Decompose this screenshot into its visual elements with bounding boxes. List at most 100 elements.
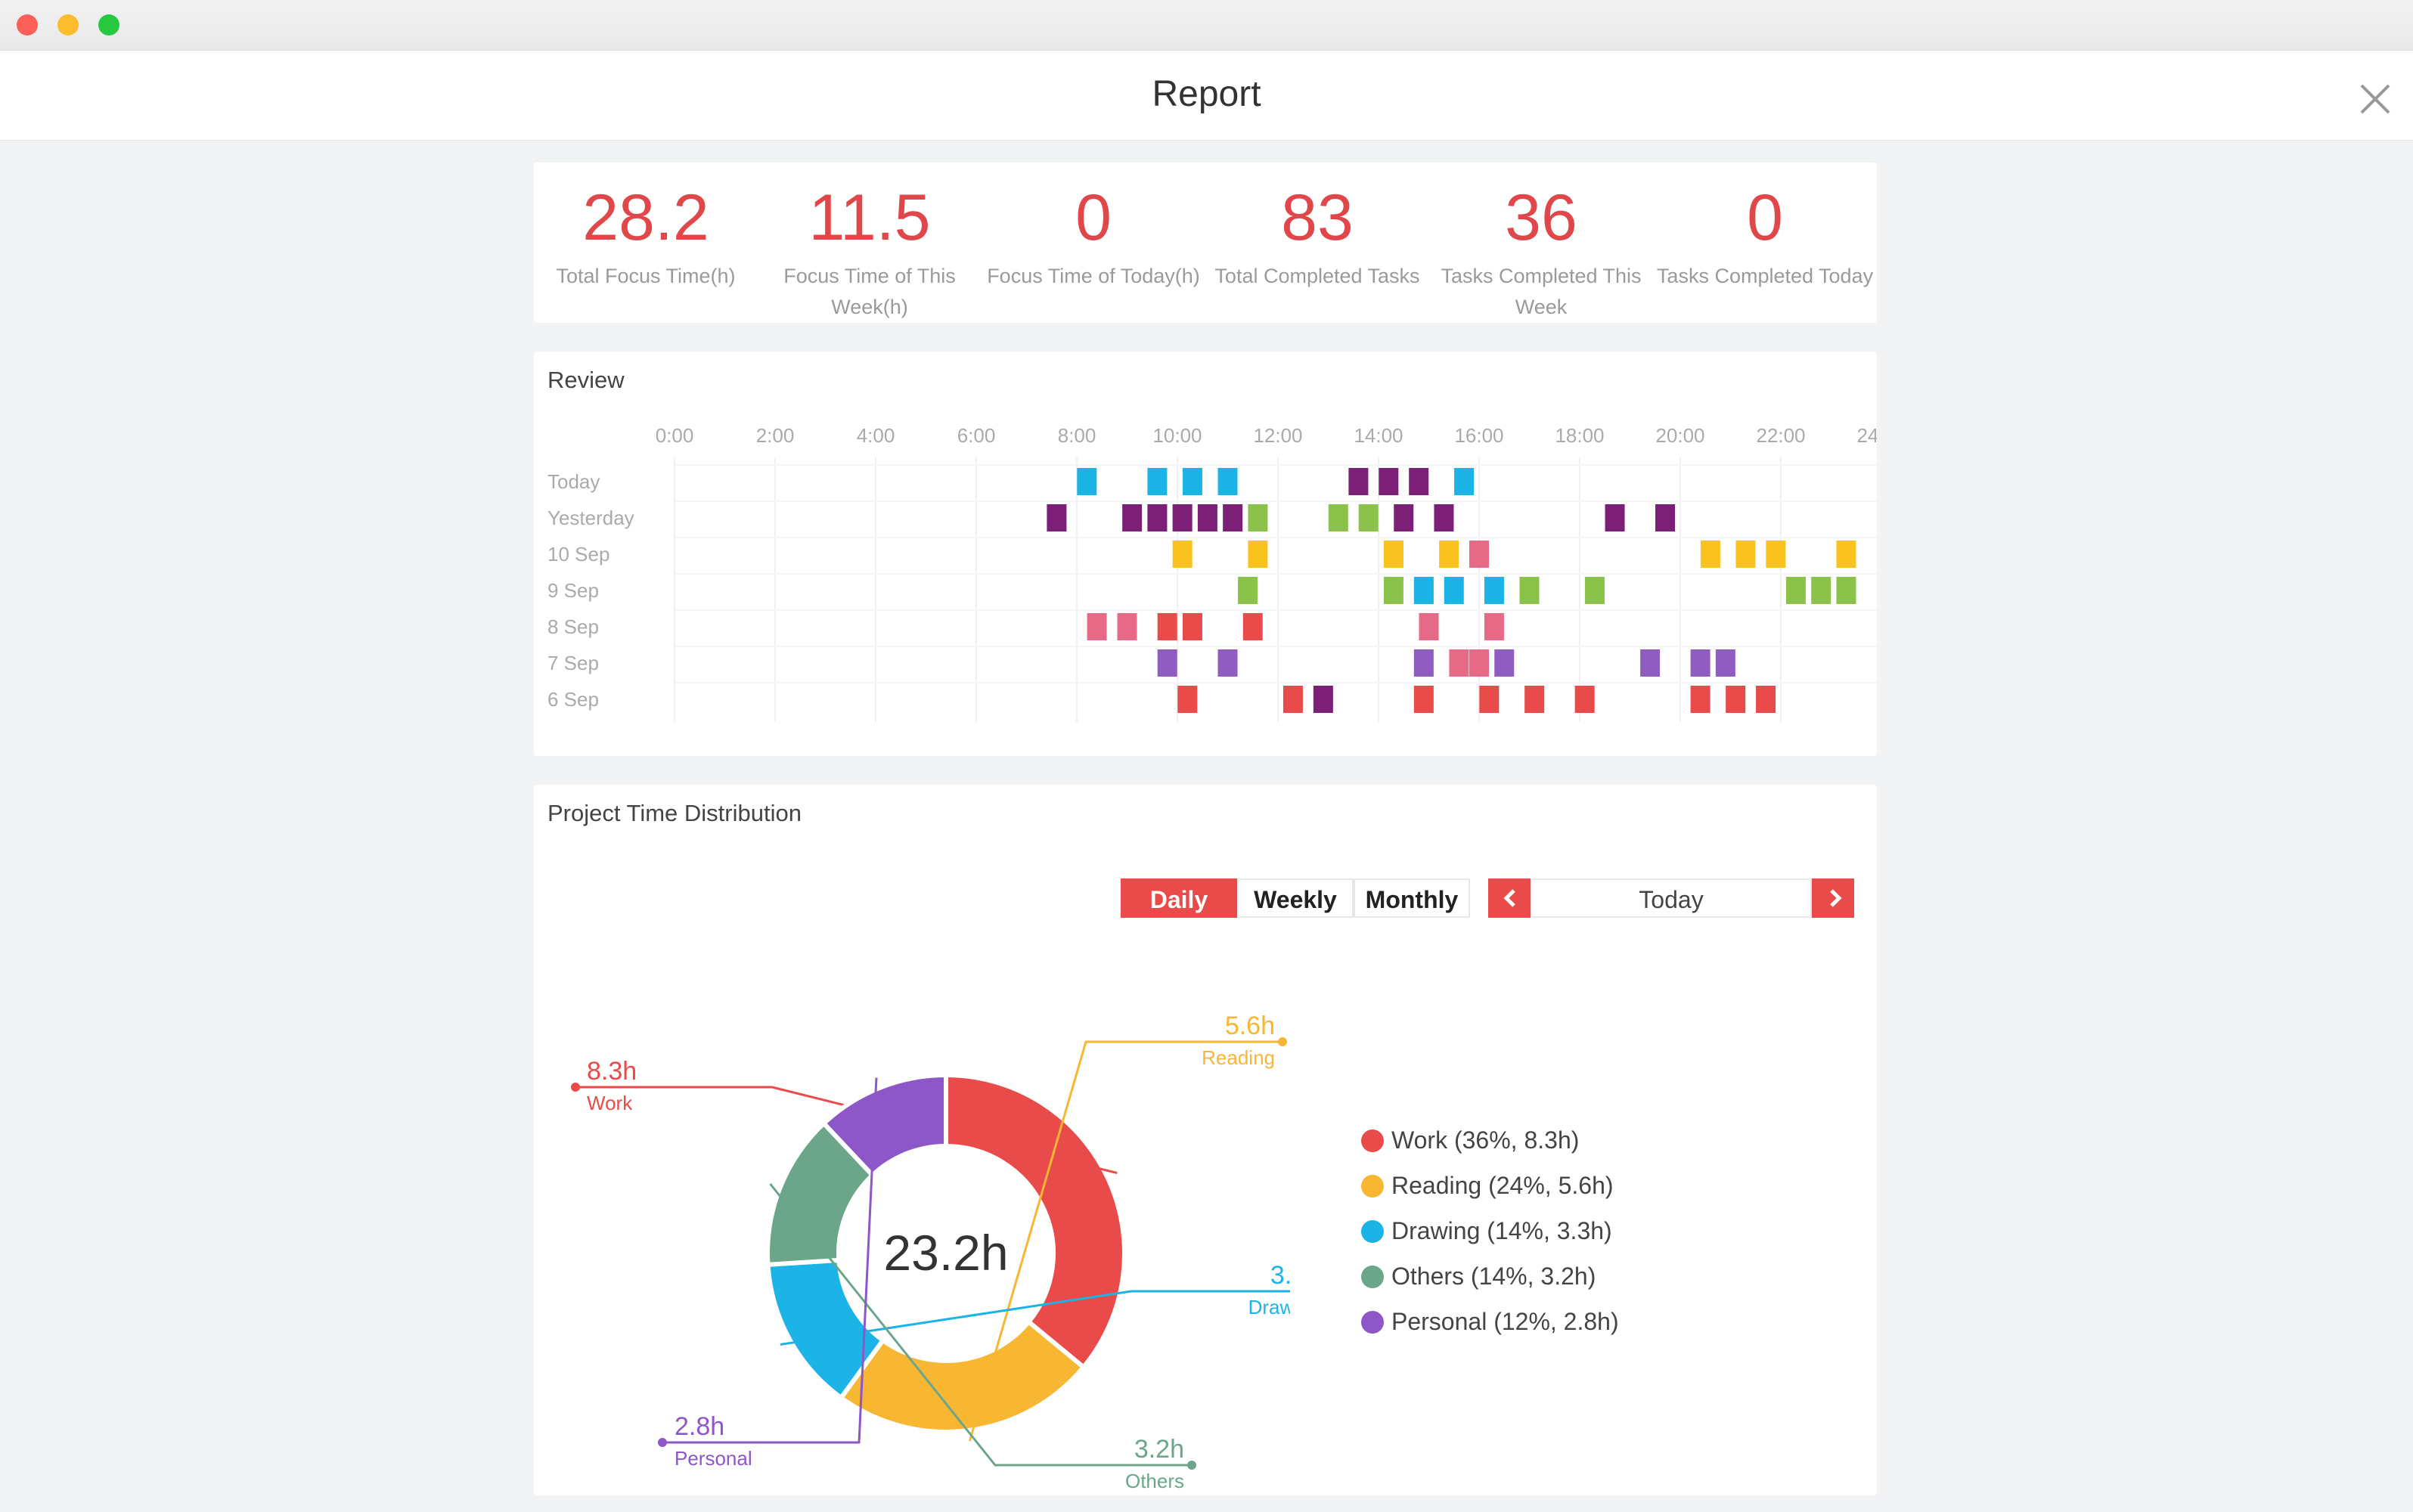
focus-block[interactable] <box>1383 541 1403 568</box>
slice-name-label: Reading <box>1202 1046 1275 1069</box>
pie-slice-reading[interactable] <box>838 1318 1087 1434</box>
focus-block[interactable] <box>1172 504 1193 531</box>
legend-item-personal[interactable]: Personal (12%, 2.8h) <box>1361 1306 1619 1341</box>
focus-block[interactable] <box>1434 504 1454 531</box>
focus-block[interactable] <box>1147 504 1168 531</box>
focus-block[interactable] <box>1419 613 1439 640</box>
focus-block[interactable] <box>1700 541 1720 568</box>
hour-tick-label: 14:00 <box>1354 424 1403 447</box>
window-titlebar <box>0 0 2413 51</box>
pie-slice-personal[interactable] <box>820 1072 948 1179</box>
next-period-button[interactable] <box>1812 878 1854 918</box>
focus-block[interactable] <box>1248 504 1268 531</box>
focus-block[interactable] <box>1449 649 1469 677</box>
focus-block[interactable] <box>1735 541 1756 568</box>
stat-value: 0 <box>1075 181 1112 254</box>
focus-block[interactable] <box>1328 504 1348 531</box>
focus-block[interactable] <box>1479 686 1500 713</box>
focus-block[interactable] <box>1444 577 1464 604</box>
focus-block[interactable] <box>1454 468 1475 495</box>
legend-color-dot <box>1361 1129 1384 1152</box>
focus-block[interactable] <box>1413 577 1434 604</box>
focus-block[interactable] <box>1469 541 1489 568</box>
focus-block[interactable] <box>1766 541 1786 568</box>
focus-block[interactable] <box>1605 504 1625 531</box>
focus-block[interactable] <box>1223 504 1243 531</box>
focus-block[interactable] <box>1248 541 1268 568</box>
focus-block[interactable] <box>1494 649 1515 677</box>
focus-block[interactable] <box>1383 577 1403 604</box>
focus-block[interactable] <box>1836 577 1856 604</box>
focus-block[interactable] <box>1726 686 1746 713</box>
close-window-button[interactable] <box>17 14 38 36</box>
legend-item-others[interactable]: Others (14%, 3.2h) <box>1361 1261 1596 1296</box>
minimize-window-button[interactable] <box>57 14 79 36</box>
legend-item-work[interactable]: Work (36%, 8.3h) <box>1361 1125 1579 1160</box>
focus-block[interactable] <box>1087 613 1107 640</box>
maximize-window-button[interactable] <box>98 14 119 36</box>
focus-block[interactable] <box>1640 649 1661 677</box>
focus-block[interactable] <box>1655 504 1676 531</box>
focus-block[interactable] <box>1358 504 1379 531</box>
slice-value-label: 5.6h <box>1225 1012 1275 1040</box>
focus-block[interactable] <box>1242 613 1263 640</box>
hour-tick-label: 12:00 <box>1253 424 1302 447</box>
focus-block[interactable] <box>1157 613 1177 640</box>
callout-line <box>662 1077 878 1444</box>
focus-block[interactable] <box>1182 613 1202 640</box>
focus-block[interactable] <box>1217 468 1238 495</box>
pie-slice-work[interactable] <box>944 1072 1127 1371</box>
focus-block[interactable] <box>1715 649 1735 677</box>
focus-block[interactable] <box>1836 541 1856 568</box>
focus-block[interactable] <box>1313 686 1333 713</box>
day-label: 8 Sep <box>547 615 599 638</box>
focus-block[interactable] <box>1413 649 1434 677</box>
legend-label: Others (14%, 3.2h) <box>1391 1263 1596 1290</box>
focus-block[interactable] <box>1484 577 1504 604</box>
legend-item-drawing[interactable]: Drawing (14%, 3.3h) <box>1361 1216 1612 1250</box>
distribution-title: Project Time Distribution <box>547 800 802 826</box>
tab-weekly[interactable]: Weekly <box>1237 878 1354 918</box>
focus-block[interactable] <box>1117 613 1137 640</box>
focus-block[interactable] <box>1756 686 1776 713</box>
focus-block[interactable] <box>1524 686 1545 713</box>
focus-block[interactable] <box>1811 577 1831 604</box>
focus-block[interactable] <box>1690 649 1711 677</box>
focus-block[interactable] <box>1348 468 1369 495</box>
focus-block[interactable] <box>1519 577 1540 604</box>
chart-legend: Work (36%, 8.3h) Reading (24%, 5.6h) Drawi… <box>1361 1125 1709 1352</box>
page-title: Report <box>1152 74 1261 114</box>
focus-block[interactable] <box>1469 649 1489 677</box>
prev-period-button[interactable] <box>1488 878 1531 918</box>
callout-line <box>968 1040 1282 1442</box>
focus-block[interactable] <box>1409 468 1429 495</box>
focus-block[interactable] <box>1282 686 1303 713</box>
focus-block[interactable] <box>1484 613 1504 640</box>
focus-block[interactable] <box>1439 541 1459 568</box>
focus-block[interactable] <box>1785 577 1806 604</box>
focus-block[interactable] <box>1077 468 1097 495</box>
callout-line <box>780 1290 1290 1346</box>
focus-block[interactable] <box>1147 468 1168 495</box>
focus-block[interactable] <box>1584 577 1605 604</box>
focus-block[interactable] <box>1574 686 1595 713</box>
close-icon[interactable] <box>2359 82 2392 116</box>
legend-item-reading[interactable]: Reading (24%, 5.6h) <box>1361 1170 1614 1205</box>
slice-value-label: 8.3h <box>587 1057 637 1086</box>
focus-block[interactable] <box>1379 468 1399 495</box>
tab-monthly[interactable]: Monthly <box>1354 878 1470 918</box>
focus-block[interactable] <box>1197 504 1217 531</box>
focus-block[interactable] <box>1172 541 1193 568</box>
focus-block[interactable] <box>1177 686 1198 713</box>
focus-block[interactable] <box>1122 504 1143 531</box>
focus-block[interactable] <box>1182 468 1202 495</box>
focus-block[interactable] <box>1690 686 1711 713</box>
focus-block[interactable] <box>1238 577 1258 604</box>
focus-block[interactable] <box>1047 504 1067 531</box>
stat-focus-time-today: 0 Focus Time of Today(h) <box>982 163 1205 292</box>
focus-block[interactable] <box>1413 686 1434 713</box>
focus-block[interactable] <box>1394 504 1414 531</box>
focus-block[interactable] <box>1217 649 1238 677</box>
focus-block[interactable] <box>1157 649 1177 677</box>
tab-daily[interactable]: Daily <box>1121 878 1237 918</box>
